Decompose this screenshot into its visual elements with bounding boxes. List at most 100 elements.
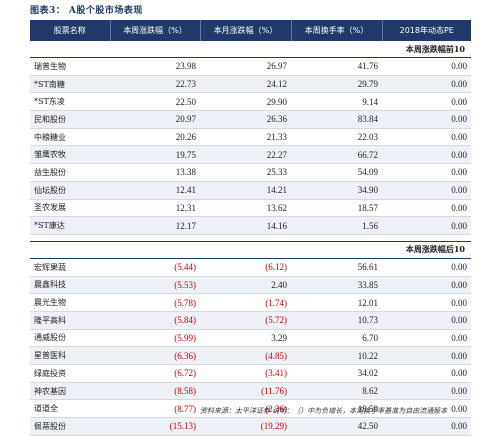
stock-name-cell: 晨鑫科技 [30, 276, 110, 295]
turnover-cell: 29.79 [291, 75, 382, 94]
table-row: 星普医科 (6.36) (4.85) 10.22 0.00 [30, 346, 471, 365]
turnover-cell: 56.61 [291, 258, 382, 277]
table-row: 隆平高科 (5.84) (5.72) 10.73 0.00 [30, 311, 471, 330]
header-week-turnover: 本周换手率（%） [290, 20, 382, 41]
table-row: 宏辉果蔬 (5.44) (6.12) 56.61 0.00 [30, 258, 471, 277]
table-row: 道道全 (8.77) (2.36) 18.59 0.00 [30, 399, 471, 419]
month-change-cell: 26.97 [200, 57, 291, 76]
month-change-cell: 25.33 [200, 163, 291, 182]
table-row: 神农基因 (8.58) (11.76) 8.62 0.00 [30, 382, 471, 401]
month-change-cell: 3.29 [200, 329, 291, 348]
header-stock-name: 股票名称 [30, 20, 110, 41]
month-change-cell: 29.90 [200, 92, 291, 112]
week-change-cell: 12.41 [110, 181, 200, 200]
stock-name-cell: 雏鹰农牧 [30, 145, 110, 165]
pe-cell: 0.00 [382, 364, 471, 383]
header-month-change: 本月涨跌幅（%） [199, 20, 291, 41]
month-change-cell: 24.12 [200, 75, 291, 94]
table-row: 通威股份 (5.99) 3.29 6.70 0.00 [30, 329, 471, 348]
month-change-cell: (11.76) [200, 382, 291, 401]
pe-cell: 0.00 [382, 57, 471, 76]
month-change-cell: 26.36 [200, 110, 291, 129]
week-change-cell: 22.73 [110, 75, 200, 94]
table-header-row: 股票名称 本周涨跌幅（%） 本月涨跌幅（%） 本周换手率（%） 2018年动态P… [30, 20, 471, 41]
stock-name-cell: 晨光生物 [30, 293, 110, 312]
week-change-cell: (5.53) [110, 276, 200, 295]
month-change-cell: (19.29) [200, 417, 291, 436]
section-title: 本周涨跌幅后10 [30, 240, 471, 259]
stock-name-cell: 民和股份 [30, 110, 110, 129]
stock-name-cell: 绿庭投资 [30, 364, 110, 383]
turnover-cell: 22.03 [291, 128, 382, 147]
turnover-cell: 54.09 [291, 163, 382, 182]
pe-cell: 0.00 [382, 110, 471, 129]
section-header-row: 本周涨跌幅前10 [30, 40, 471, 58]
turnover-cell: 8.62 [291, 382, 382, 401]
header-week-change: 本周涨跌幅（%） [109, 20, 200, 41]
stock-name-cell: 佩蒂股份 [30, 417, 110, 436]
week-change-cell: (8.58) [110, 382, 200, 401]
week-change-cell: 23.98 [110, 57, 200, 76]
source-note: 资料来源：太平洋证券 说明：（）中为负增长，本周换手率基准为自由流通股本 [200, 407, 448, 415]
week-change-cell: 20.26 [110, 128, 200, 147]
month-change-cell: 13.62 [200, 199, 291, 218]
section-spacer [30, 234, 471, 241]
pe-cell: 0.00 [382, 382, 471, 401]
header-pe-2018: 2018年动态PE [381, 20, 471, 41]
month-change-cell: (4.85) [200, 346, 291, 365]
stock-performance-table: 股票名称 本周涨跌幅（%） 本月涨跌幅（%） 本周换手率（%） 2018年动态P… [30, 20, 471, 436]
pe-cell: 0.00 [382, 399, 471, 419]
table-row: *ST东凌 22.50 29.90 9.14 0.00 [30, 92, 471, 112]
turnover-cell: 18.59 [291, 399, 382, 419]
turnover-cell: 42.50 [291, 417, 382, 436]
turnover-cell: 12.01 [291, 293, 382, 312]
pe-cell: 0.00 [382, 163, 471, 182]
stock-name-cell: 瑞普生物 [30, 57, 110, 76]
stock-name-cell: 通威股份 [30, 329, 110, 348]
table-row: 绿庭投资 (6.72) (3.41) 34.02 0.00 [30, 364, 471, 383]
figure-caption: 图表3： A股个股市场表现 [30, 6, 143, 16]
section-header-row: 本周涨跌幅后10 [30, 240, 471, 259]
table-row: 瑞普生物 23.98 26.97 41.76 0.00 [30, 57, 471, 76]
pe-cell: 0.00 [382, 199, 471, 218]
stock-name-cell: *ST南糖 [30, 75, 110, 94]
pe-cell: 0.00 [382, 417, 471, 436]
week-change-cell: 12.17 [110, 216, 200, 235]
table-row: 益生股份 13.38 25.33 54.09 0.00 [30, 163, 471, 182]
pe-cell: 0.00 [382, 216, 471, 235]
stock-name-cell: 中粮糖业 [30, 128, 110, 147]
month-change-cell: 2.40 [200, 276, 291, 295]
stock-name-cell: *ST康达 [30, 216, 110, 235]
section-title: 本周涨跌幅前10 [30, 40, 471, 58]
stock-name-cell: 道道全 [30, 399, 110, 419]
stock-name-cell: 仙坛股份 [30, 181, 110, 200]
turnover-cell: 66.72 [291, 145, 382, 165]
month-change-cell: (1.74) [200, 293, 291, 312]
turnover-cell: 34.90 [291, 181, 382, 200]
stock-name-cell: 圣农发展 [30, 199, 110, 218]
month-change-cell: (6.12) [200, 258, 291, 277]
turnover-cell: 41.76 [291, 57, 382, 76]
turnover-cell: 34.02 [291, 364, 382, 383]
month-change-cell: 21.33 [200, 128, 291, 147]
week-change-cell: (6.72) [110, 364, 200, 383]
stock-name-cell: *ST东凌 [30, 92, 110, 112]
turnover-cell: 10.22 [291, 346, 382, 365]
pe-cell: 0.00 [382, 276, 471, 295]
month-change-cell: (5.72) [200, 311, 291, 330]
turnover-cell: 10.73 [291, 311, 382, 330]
pe-cell: 0.00 [382, 92, 471, 112]
week-change-cell: 13.38 [110, 163, 200, 182]
table-body: 本周涨跌幅前10 瑞普生物 23.98 26.97 41.76 0.00 *ST南糖 22.7… [30, 40, 471, 436]
week-change-cell: 12.31 [110, 199, 200, 218]
pe-cell: 0.00 [382, 311, 471, 330]
stock-name-cell: 神农基因 [30, 382, 110, 401]
week-change-cell: (5.99) [110, 329, 200, 348]
turnover-cell: 6.70 [291, 329, 382, 348]
turnover-cell: 33.85 [291, 276, 382, 295]
week-change-cell: (5.44) [110, 258, 200, 277]
table-row: 中粮糖业 20.26 21.33 22.03 0.00 [30, 128, 471, 147]
pe-cell: 0.00 [382, 258, 471, 277]
table-row: *ST南糖 22.73 24.12 29.79 0.00 [30, 75, 471, 94]
turnover-cell: 18.57 [291, 199, 382, 218]
